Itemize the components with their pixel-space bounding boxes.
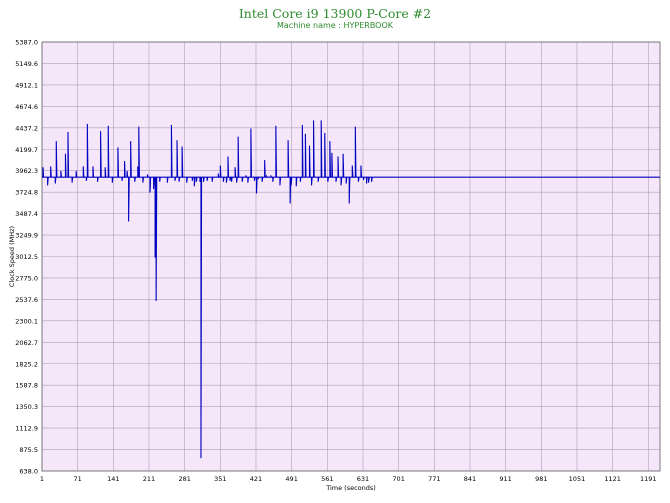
y-tick-label: 3487.4 bbox=[15, 210, 38, 218]
y-tick-label: 3249.9 bbox=[15, 232, 38, 240]
y-tick-label: 3724.8 bbox=[15, 189, 38, 197]
x-tick-label: 981 bbox=[535, 475, 547, 483]
y-tick-label: 2062.7 bbox=[15, 339, 38, 347]
x-tick-label: 71 bbox=[74, 475, 82, 483]
x-tick-label: 561 bbox=[321, 475, 333, 483]
y-axis-label: Clock Speed (MHz) bbox=[8, 226, 16, 287]
x-tick-label: 351 bbox=[214, 475, 226, 483]
x-tick-label: 281 bbox=[178, 475, 190, 483]
x-axis-label: Time (seconds) bbox=[325, 484, 376, 492]
y-tick-label: 2537.6 bbox=[15, 296, 38, 304]
y-tick-label: 1825.2 bbox=[15, 360, 38, 368]
x-tick-label: 491 bbox=[285, 475, 297, 483]
y-tick-label: 5387.0 bbox=[15, 39, 38, 47]
y-tick-label: 3012.5 bbox=[15, 253, 38, 261]
chart-title: Intel Core i9 13900 P-Core #2 bbox=[238, 6, 432, 21]
y-tick-label: 2300.1 bbox=[15, 317, 38, 325]
x-tick-label: 911 bbox=[499, 475, 511, 483]
y-tick-label: 5149.6 bbox=[15, 60, 38, 68]
x-tick-label: 1121 bbox=[604, 475, 621, 483]
x-tick-label: 771 bbox=[428, 475, 440, 483]
series-line bbox=[42, 120, 660, 459]
x-tick-label: 701 bbox=[392, 475, 404, 483]
y-tick-label: 638.0 bbox=[19, 468, 38, 476]
x-tick-label: 1051 bbox=[569, 475, 586, 483]
plot-frame bbox=[41, 41, 661, 472]
x-tick-label: 211 bbox=[143, 475, 155, 483]
y-tick-label: 3962.3 bbox=[15, 167, 38, 175]
y-tick-label: 4199.7 bbox=[15, 146, 38, 154]
x-tick-label: 1 bbox=[40, 475, 44, 483]
y-tick-label: 4437.2 bbox=[15, 124, 38, 132]
x-tick-label: 1191 bbox=[640, 475, 657, 483]
x-tick-label: 141 bbox=[107, 475, 119, 483]
y-tick-label: 875.5 bbox=[19, 446, 38, 454]
y-tick-label: 1112.9 bbox=[15, 425, 38, 433]
y-tick-label: 1587.8 bbox=[15, 382, 38, 390]
x-tick-label: 631 bbox=[357, 475, 369, 483]
y-tick-label: 4912.1 bbox=[15, 81, 38, 89]
x-tick-label: 421 bbox=[250, 475, 262, 483]
y-tick-label: 1350.3 bbox=[15, 403, 38, 411]
y-tick-label: 4674.6 bbox=[15, 103, 38, 111]
chart-subtitle: Machine name : HYPERBOOK bbox=[276, 21, 394, 30]
y-tick-label: 2775.0 bbox=[15, 274, 38, 282]
x-tick-label: 841 bbox=[464, 475, 476, 483]
